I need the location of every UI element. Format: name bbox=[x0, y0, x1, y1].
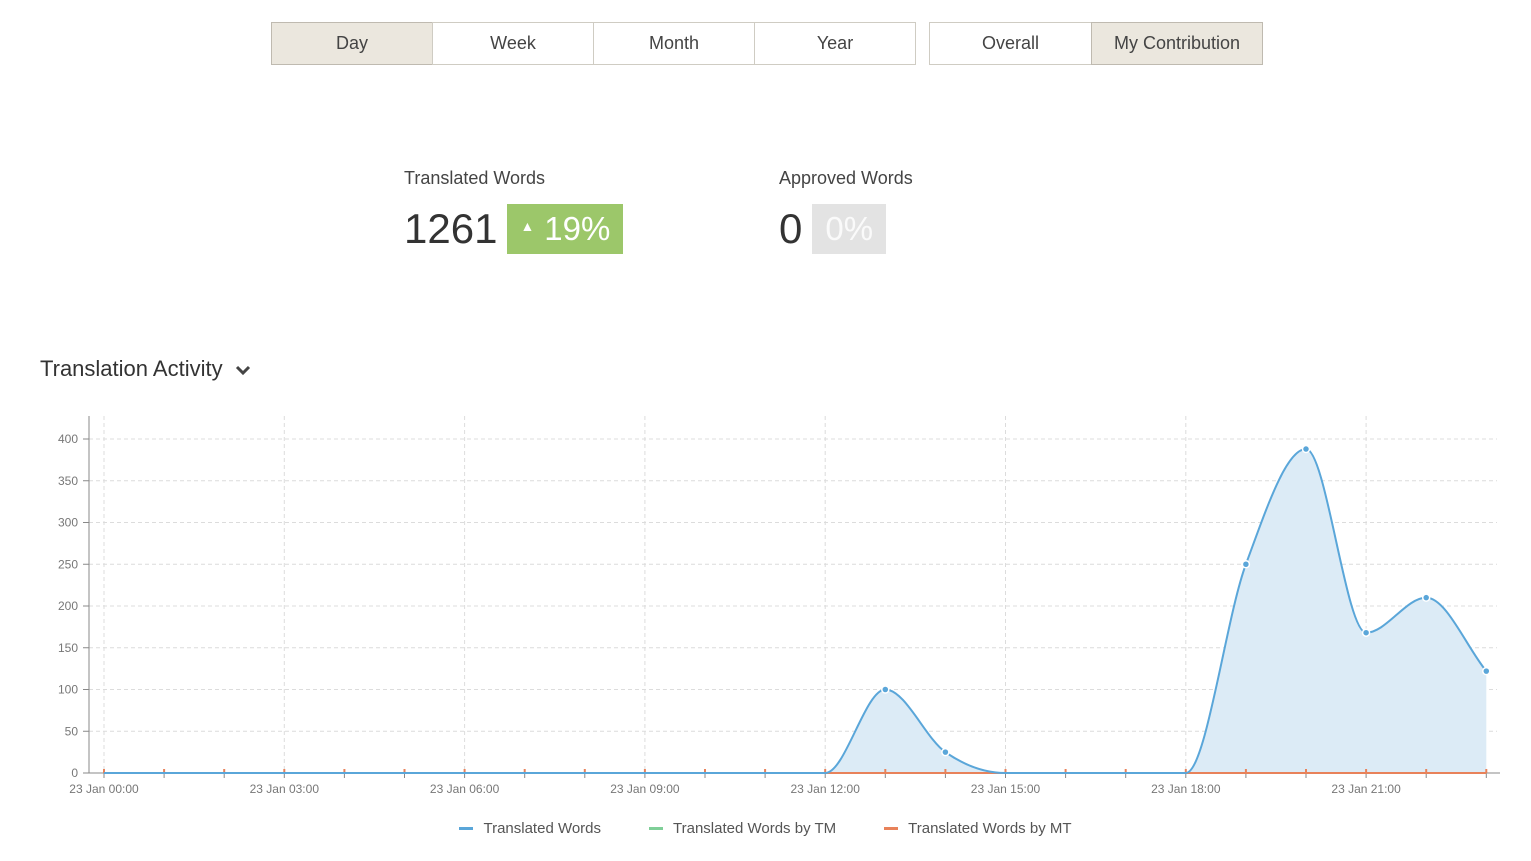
x-tick-label: 23 Jan 00:00 bbox=[69, 782, 139, 796]
legend-label-tm: Translated Words by TM bbox=[673, 820, 837, 837]
tab-month[interactable]: Month bbox=[593, 22, 755, 65]
legend-label-mt: Translated Words by MT bbox=[908, 820, 1072, 837]
series-translated-point bbox=[1241, 560, 1251, 569]
section-header[interactable]: Translation Activity bbox=[40, 356, 251, 382]
legend-item-tm[interactable]: Translated Words by TM bbox=[649, 820, 836, 837]
legend-swatch-translated bbox=[459, 827, 474, 830]
y-tick-label: 0 bbox=[71, 766, 78, 780]
y-tick-label: 200 bbox=[58, 599, 78, 613]
translated-words-stat: Translated Words 1261 ▲ 19% bbox=[404, 168, 624, 254]
tab-overall[interactable]: Overall bbox=[929, 22, 1092, 65]
x-tick-label: 23 Jan 15:00 bbox=[971, 782, 1041, 796]
legend-label-translated: Translated Words bbox=[483, 820, 602, 837]
chevron-down-icon[interactable] bbox=[235, 356, 251, 382]
tab-week[interactable]: Week bbox=[432, 22, 594, 65]
tab-year[interactable]: Year bbox=[754, 22, 916, 65]
y-tick-label: 400 bbox=[58, 432, 78, 446]
series-translated-point bbox=[1421, 593, 1431, 602]
translated-change-badge: ▲ 19% bbox=[507, 204, 624, 254]
section-title: Translation Activity bbox=[40, 356, 223, 381]
x-tick-label: 23 Jan 06:00 bbox=[430, 782, 500, 796]
series-translated-point bbox=[881, 685, 890, 694]
approved-words-value: 0 bbox=[779, 205, 803, 252]
series-translated-point bbox=[1301, 444, 1311, 454]
y-tick-label: 300 bbox=[58, 516, 78, 530]
legend-swatch-tm bbox=[649, 827, 664, 830]
translated-words-label: Translated Words bbox=[404, 168, 546, 188]
x-tick-label: 23 Jan 09:00 bbox=[610, 782, 680, 796]
y-tick-label: 150 bbox=[58, 641, 78, 655]
series-translated-area bbox=[104, 449, 1487, 773]
chart-legend: Translated Words Translated Words by TM … bbox=[0, 820, 1531, 837]
approved-change-value: 0% bbox=[825, 210, 874, 247]
y-tick-label: 250 bbox=[58, 557, 78, 571]
legend-item-mt[interactable]: Translated Words by MT bbox=[884, 820, 1072, 837]
approved-words-label: Approved Words bbox=[779, 168, 913, 188]
series-translated-line bbox=[103, 448, 1488, 774]
x-tick-label: 23 Jan 12:00 bbox=[790, 782, 860, 796]
legend-item-translated[interactable]: Translated Words bbox=[459, 820, 601, 837]
translated-words-value: 1261 bbox=[404, 205, 498, 252]
translation-activity-chart: 0 50 100 150 200 250 300 350 400 23 Jan 00:00 23 J… bbox=[58, 416, 1500, 796]
series-translated-point bbox=[1361, 628, 1371, 637]
tab-day[interactable]: Day bbox=[271, 22, 433, 65]
translated-change-value: 19% bbox=[544, 210, 611, 247]
period-tab-group: Day Week Month Year bbox=[271, 22, 916, 65]
x-tick-label: 23 Jan 18:00 bbox=[1151, 782, 1221, 796]
x-tick-label: 23 Jan 21:00 bbox=[1331, 782, 1401, 796]
arrow-up-icon: ▲ bbox=[520, 218, 535, 234]
y-tick-label: 50 bbox=[65, 724, 79, 738]
tab-my-contribution[interactable]: My Contribution bbox=[1091, 22, 1263, 65]
approved-words-stat: Approved Words 0 0% bbox=[779, 168, 913, 254]
approved-change-badge: 0% bbox=[812, 204, 887, 254]
scope-tab-group: Overall My Contribution bbox=[929, 22, 1263, 65]
y-tick-label: 350 bbox=[58, 474, 78, 488]
series-translated-point bbox=[1482, 666, 1491, 676]
legend-swatch-mt bbox=[884, 827, 899, 830]
series-translated-point bbox=[941, 747, 950, 757]
x-tick-label: 23 Jan 03:00 bbox=[250, 782, 320, 796]
y-tick-label: 100 bbox=[58, 683, 78, 697]
